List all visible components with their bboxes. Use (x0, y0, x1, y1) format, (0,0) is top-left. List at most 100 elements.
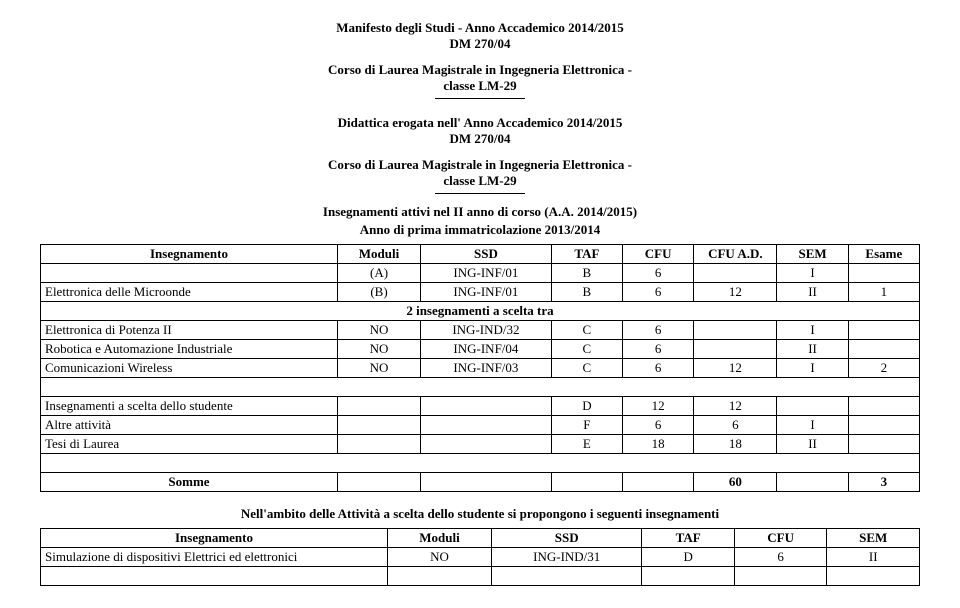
table-row: Elettronica delle Microonde (B) ING-INF/… (41, 283, 920, 302)
header-line: classe LM-29 (40, 78, 920, 94)
cell: ING-INF/03 (421, 359, 552, 378)
th-cfu: CFU (734, 529, 827, 548)
th-taf: TAF (551, 245, 622, 264)
cell: B (551, 264, 622, 283)
cell (337, 416, 420, 435)
section-title-1: Insegnamenti attivi nel II anno di corso… (40, 204, 920, 220)
cell: 6 (623, 321, 694, 340)
cell: I (777, 264, 848, 283)
table-row: Comunicazioni Wireless NO ING-INF/03 C 6… (41, 359, 920, 378)
cell: C (551, 340, 622, 359)
cell: Comunicazioni Wireless (41, 359, 338, 378)
cell: D (551, 397, 622, 416)
cell (41, 454, 920, 473)
cell: ING-IND/32 (421, 321, 552, 340)
cell: 3 (848, 473, 919, 492)
table-row: Altre attività F 6 6 I (41, 416, 920, 435)
cell (777, 473, 848, 492)
th-taf: TAF (642, 529, 735, 548)
cell: I (777, 359, 848, 378)
cell: ING-IND/31 (492, 548, 642, 567)
cell (492, 567, 642, 586)
table-row-empty (41, 454, 920, 473)
cell (337, 473, 420, 492)
cell: Robotica e Automazione Industriale (41, 340, 338, 359)
cell: 2 (848, 359, 919, 378)
cell: 60 (694, 473, 777, 492)
cell: I (777, 321, 848, 340)
table-row: Insegnamenti a scelta dello studente D 1… (41, 397, 920, 416)
cell: F (551, 416, 622, 435)
note-scelta: Nell'ambito delle Attività a scelta dell… (40, 506, 920, 522)
header-block-2b: Corso di Laurea Magistrale in Ingegneria… (40, 157, 920, 189)
cell (421, 397, 552, 416)
th-ssd: SSD (421, 245, 552, 264)
header-line: Didattica erogata nell' Anno Accademico … (40, 115, 920, 131)
header-line: DM 270/04 (40, 36, 920, 52)
table-row: (A) ING-INF/01 B 6 I (41, 264, 920, 283)
cell: Tesi di Laurea (41, 435, 338, 454)
cell: Elettronica delle Microonde (41, 283, 338, 302)
header-line: Corso di Laurea Magistrale in Ingegneria… (40, 62, 920, 78)
main-table: Insegnamento Moduli SSD TAF CFU CFU A.D.… (40, 244, 920, 492)
cell: Simulazione di dispositivi Elettrici ed … (41, 548, 388, 567)
header-line: DM 270/04 (40, 131, 920, 147)
cell: II (777, 283, 848, 302)
cell (694, 264, 777, 283)
cell: II (777, 435, 848, 454)
th-insegnamento: Insegnamento (41, 245, 338, 264)
header-line: Corso di Laurea Magistrale in Ingegneria… (40, 157, 920, 173)
cell (848, 340, 919, 359)
header-block-2: Didattica erogata nell' Anno Accademico … (40, 115, 920, 147)
cell: 6 (623, 340, 694, 359)
cell (41, 567, 388, 586)
table-row: Elettronica di Potenza II NO ING-IND/32 … (41, 321, 920, 340)
table-row: Robotica e Automazione Industriale NO IN… (41, 340, 920, 359)
cell (848, 264, 919, 283)
cell: 12 (694, 283, 777, 302)
table-row: Tesi di Laurea E 18 18 II (41, 435, 920, 454)
table-row-scelta-label: 2 insegnamenti a scelta tra (41, 302, 920, 321)
cell: E (551, 435, 622, 454)
cell: 18 (623, 435, 694, 454)
cell: 6 (694, 416, 777, 435)
table-header-row: Insegnamento Moduli SSD TAF CFU CFU A.D.… (41, 245, 920, 264)
header-block-1: Manifesto degli Studi - Anno Accademico … (40, 20, 920, 52)
table-row-sum: Somme 60 3 (41, 473, 920, 492)
cell: 6 (623, 359, 694, 378)
cell: 12 (623, 397, 694, 416)
cell: 1 (848, 283, 919, 302)
cell: C (551, 359, 622, 378)
cell: 6 (734, 548, 827, 567)
divider (435, 98, 525, 99)
cell: NO (387, 548, 491, 567)
divider (435, 193, 525, 194)
cell (848, 397, 919, 416)
cell: Elettronica di Potenza II (41, 321, 338, 340)
th-moduli: Moduli (337, 245, 420, 264)
cell: 18 (694, 435, 777, 454)
cell: B (551, 283, 622, 302)
cell (421, 435, 552, 454)
header-line: Manifesto degli Studi - Anno Accademico … (40, 20, 920, 36)
cell (694, 321, 777, 340)
th-moduli: Moduli (387, 529, 491, 548)
header-block-1b: Corso di Laurea Magistrale in Ingegneria… (40, 62, 920, 94)
th-cfuad: CFU A.D. (694, 245, 777, 264)
cell: D (642, 548, 735, 567)
cell: (A) (337, 264, 420, 283)
cell (642, 567, 735, 586)
cell: Insegnamenti a scelta dello studente (41, 397, 338, 416)
cell: 12 (694, 397, 777, 416)
th-sem: SEM (777, 245, 848, 264)
cell: 6 (623, 283, 694, 302)
cell (827, 567, 920, 586)
cell: ING-INF/04 (421, 340, 552, 359)
cell (848, 416, 919, 435)
section-title-2: Anno di prima immatricolazione 2013/2014 (40, 222, 920, 238)
table-row-empty (41, 378, 920, 397)
cell: II (827, 548, 920, 567)
cell (694, 340, 777, 359)
secondary-table: Insegnamento Moduli SSD TAF CFU SEM Simu… (40, 528, 920, 586)
table-row: Simulazione di dispositivi Elettrici ed … (41, 548, 920, 567)
